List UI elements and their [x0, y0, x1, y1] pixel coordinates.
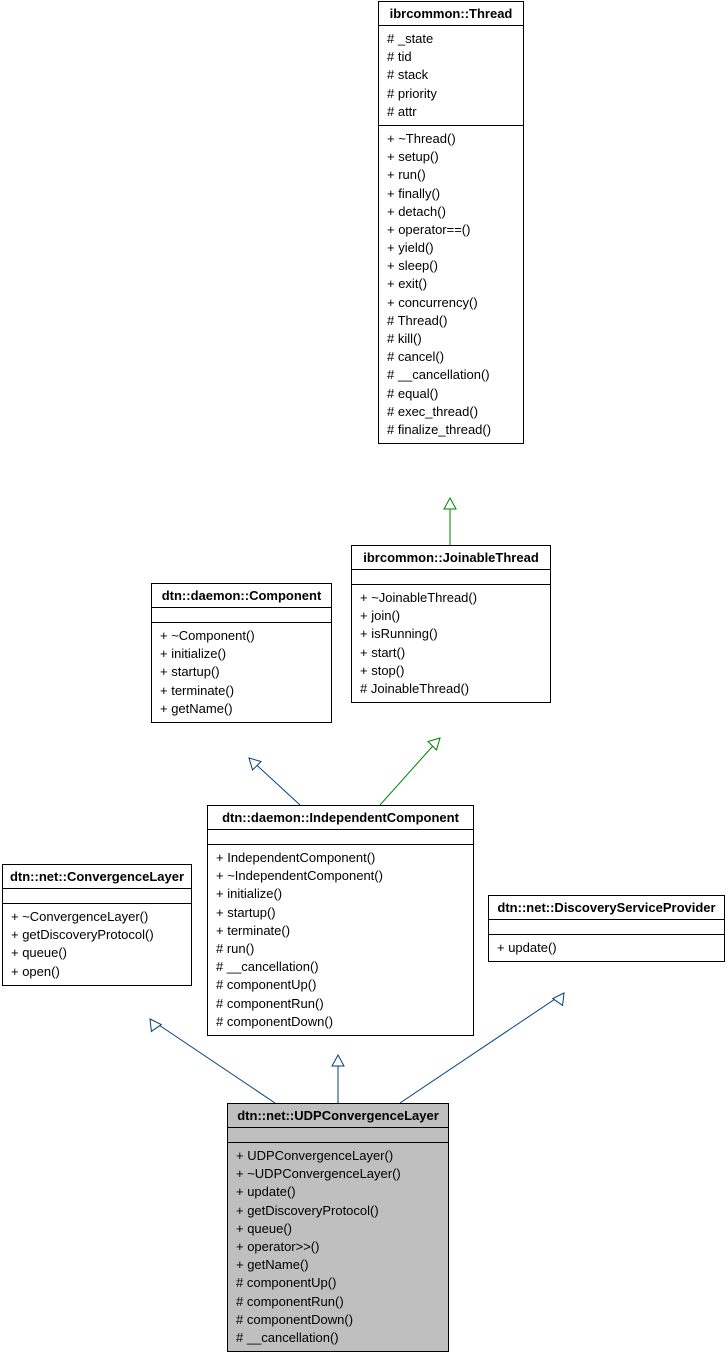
class-udp-convergence-layer[interactable]: dtn::net::UDPConvergenceLayer + UDPConve…	[227, 1103, 449, 1352]
class-thread[interactable]: ibrcommon::Thread # _state # tid # stack…	[378, 1, 524, 444]
class-title: dtn::net::UDPConvergenceLayer	[228, 1104, 448, 1128]
class-title: ibrcommon::JoinableThread	[352, 546, 550, 570]
class-attrs	[3, 889, 191, 904]
class-title: dtn::net::ConvergenceLayer	[3, 865, 191, 889]
class-methods: + IndependentComponent() + ~IndependentC…	[208, 845, 473, 1035]
class-attrs	[228, 1128, 448, 1143]
class-attrs	[152, 608, 331, 623]
class-title: dtn::daemon::Component	[152, 584, 331, 608]
class-methods: + ~Component() + initialize() + startup(…	[152, 623, 331, 722]
class-methods: + ~Thread() + setup() + run() + finally(…	[379, 126, 523, 443]
class-joinable-thread[interactable]: ibrcommon::JoinableThread + ~JoinableThr…	[351, 545, 551, 703]
class-attrs	[489, 920, 724, 935]
class-independent-component[interactable]: dtn::daemon::IndependentComponent + Inde…	[207, 805, 474, 1036]
class-title: ibrcommon::Thread	[379, 2, 523, 26]
class-component[interactable]: dtn::daemon::Component + ~Component() + …	[151, 583, 332, 723]
class-attrs	[208, 830, 473, 845]
class-methods: + ~ConvergenceLayer() + getDiscoveryProt…	[3, 904, 191, 985]
class-attrs: # _state # tid # stack # priority # attr	[379, 26, 523, 126]
class-title: dtn::daemon::IndependentComponent	[208, 806, 473, 830]
class-methods: + UDPConvergenceLayer() + ~UDPConvergenc…	[228, 1143, 448, 1351]
class-discovery-service-provider[interactable]: dtn::net::DiscoveryServiceProvider + upd…	[488, 895, 725, 962]
class-attrs	[352, 570, 550, 585]
class-convergence-layer[interactable]: dtn::net::ConvergenceLayer + ~Convergenc…	[2, 864, 192, 986]
class-methods: + ~JoinableThread() + join() + isRunning…	[352, 585, 550, 702]
class-title: dtn::net::DiscoveryServiceProvider	[489, 896, 724, 920]
class-methods: + update()	[489, 935, 724, 961]
